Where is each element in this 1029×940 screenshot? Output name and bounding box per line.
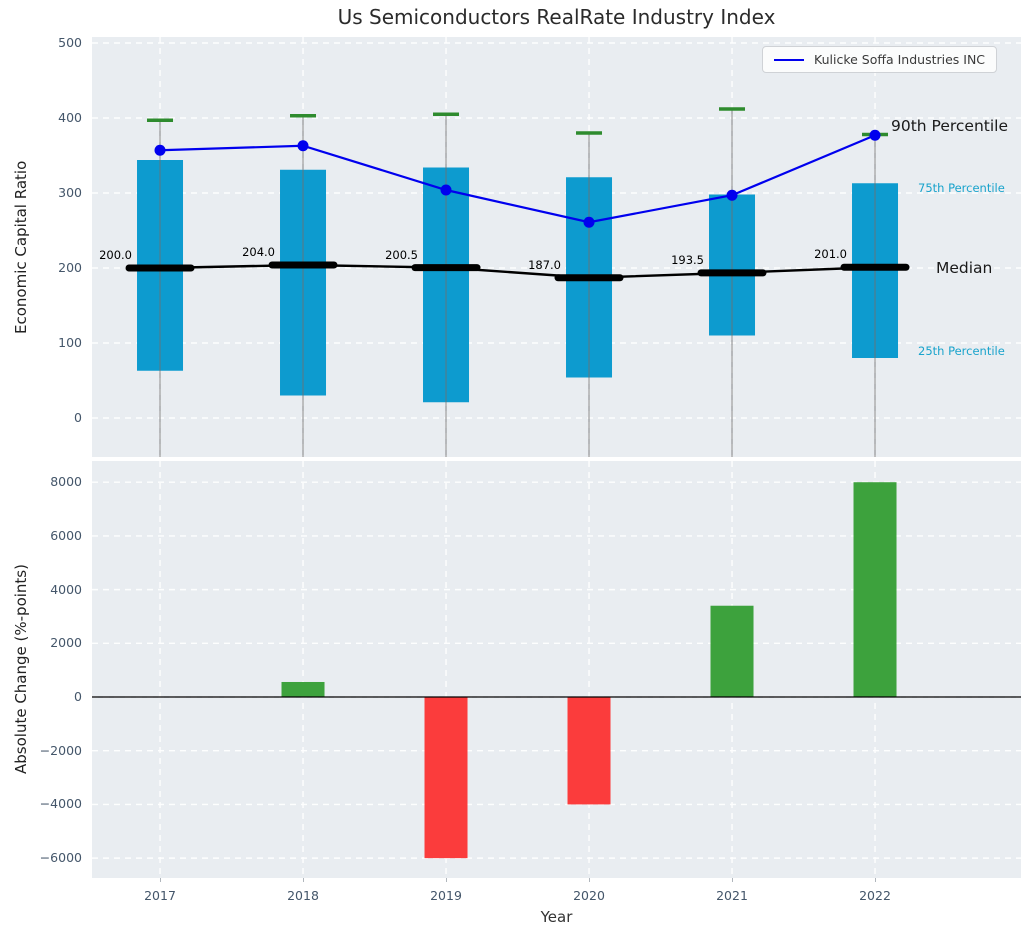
company-point-2022 [869,129,881,141]
x-tick-mark [875,878,876,882]
x-tick-label: 2019 [430,888,462,903]
legend-line-swatch [774,58,804,61]
legend: Kulicke Soffa Industries INC [762,46,998,73]
bottom-y-tick-label: −4000 [39,796,82,812]
company-point-2017 [154,144,166,156]
top-y-tick-label: 300 [58,185,82,200]
top-plot-area [92,37,1021,457]
top-y-tick-label: 200 [58,260,82,275]
x-axis-label: Year [540,908,573,926]
bottom-plot-area [92,461,1021,878]
change-bar-2022 [853,482,897,698]
bottom-y-tick-label: −2000 [39,742,82,758]
x-tick-mark [732,878,733,882]
median-value-label: 200.0 [99,248,132,262]
x-tick-label: 2021 [716,888,748,903]
annotation-25th-percentile: 25th Percentile [918,344,1005,358]
bottom-y-tick-label: 6000 [50,527,82,543]
x-tick-label: 2017 [144,888,176,903]
median-value-label: 204.0 [242,245,275,259]
bottom-plot-svg [92,461,1021,878]
top-y-tick-label: 100 [58,335,82,350]
chart-title: Us Semiconductors RealRate Industry Inde… [337,5,776,29]
annotation-90th-percentile: 90th Percentile [891,117,1009,135]
x-tick-mark [160,878,161,882]
top-y-tick-label: 0 [74,410,82,425]
company-point-2019 [440,184,452,196]
bottom-y-tick-label: 4000 [50,581,82,597]
change-bar-2019 [424,697,468,859]
median-value-label: 200.5 [385,247,418,262]
bottom-y-axis-label: Absolute Change (%-points) [12,564,30,775]
top-y-axis-label: Economic Capital Ratio [12,160,30,334]
median-value-label: 193.5 [671,252,704,267]
company-point-2021 [726,189,738,201]
change-bar-2020 [567,697,611,805]
legend-label: Kulicke Soffa Industries INC [814,52,986,67]
company-line [159,134,876,224]
x-tick-mark [446,878,447,882]
x-tick-label: 2020 [573,888,605,903]
x-tick-label: 2018 [287,888,319,903]
top-y-tick-label: 500 [58,35,82,50]
median-value-label: 201.0 [814,247,847,262]
x-tick-mark [303,878,304,882]
bottom-y-tick-label: 2000 [50,635,82,651]
x-tick-mark [589,878,590,882]
median-value-label: 187.0 [528,257,561,272]
top-y-tick-label: 400 [58,110,82,125]
annotation-75th-percentile: 75th Percentile [918,181,1005,195]
change-bar-2018 [281,681,325,698]
annotation-median: Median [936,259,993,277]
company-point-2020 [583,216,595,228]
bottom-y-tick-label: 0 [74,689,82,705]
bottom-y-tick-label: −6000 [39,850,82,866]
top-plot-svg [92,37,1021,457]
change-bar-2021 [710,605,754,698]
bottom-y-tick-label: 8000 [50,474,82,490]
x-tick-label: 2022 [859,888,891,903]
company-point-2018 [297,140,309,152]
